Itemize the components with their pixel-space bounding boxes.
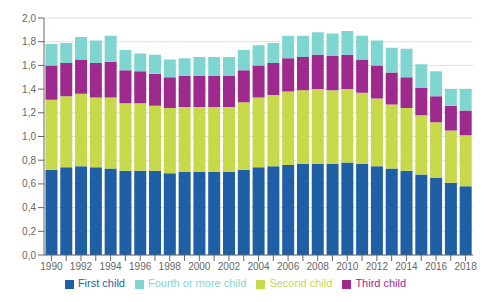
svg-text:1,0: 1,0 xyxy=(22,131,36,142)
svg-text:2010: 2010 xyxy=(336,261,359,272)
svg-text:2018: 2018 xyxy=(454,261,477,272)
svg-text:1,8: 1,8 xyxy=(22,36,36,47)
svg-text:2002: 2002 xyxy=(218,261,241,272)
svg-text:0,4: 0,4 xyxy=(22,202,36,213)
svg-text:2012: 2012 xyxy=(366,261,389,272)
html-text:First child: First child xyxy=(77,277,125,289)
svg-text:2014: 2014 xyxy=(395,261,418,272)
svg-text:0,2: 0,2 xyxy=(22,226,36,237)
svg-text:0,6: 0,6 xyxy=(22,178,36,189)
svg-text:1996: 1996 xyxy=(129,261,152,272)
svg-text:2008: 2008 xyxy=(307,261,330,272)
svg-text:2000: 2000 xyxy=(188,261,211,272)
svg-text:1994: 1994 xyxy=(99,261,122,272)
svg-text:1,4: 1,4 xyxy=(22,84,36,95)
html-text:Second child: Second child xyxy=(269,277,333,289)
svg-text:1,6: 1,6 xyxy=(22,60,36,71)
svg-text:2004: 2004 xyxy=(247,261,270,272)
svg-text:1998: 1998 xyxy=(159,261,182,272)
svg-text:2,0: 2,0 xyxy=(22,13,36,24)
svg-text:2006: 2006 xyxy=(277,261,300,272)
svg-text:0,0: 0,0 xyxy=(22,250,36,261)
svg-text:1992: 1992 xyxy=(70,261,93,272)
html-text:Fourth or more child: Fourth or more child xyxy=(147,277,247,289)
html-text:Third child: Third child xyxy=(355,277,407,289)
svg-text:2016: 2016 xyxy=(425,261,448,272)
svg-text:1990: 1990 xyxy=(40,261,63,272)
svg-text:1,2: 1,2 xyxy=(22,107,36,118)
svg-text:0,8: 0,8 xyxy=(22,155,36,166)
